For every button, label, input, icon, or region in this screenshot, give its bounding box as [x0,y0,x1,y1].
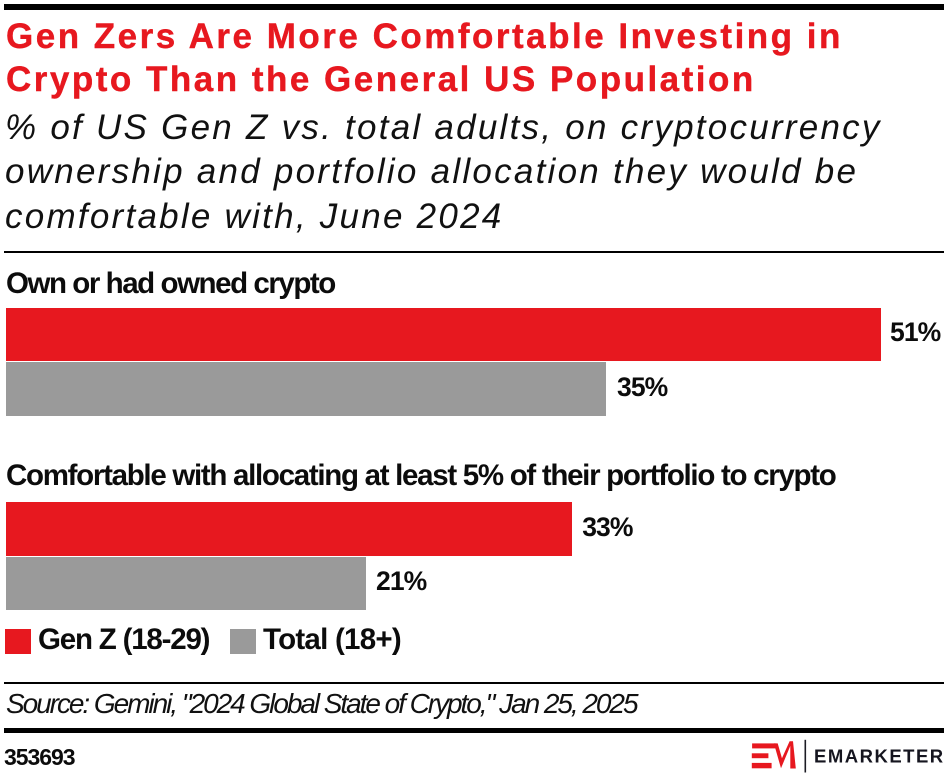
svg-text:EMARKETER: EMARKETER [814,745,945,766]
